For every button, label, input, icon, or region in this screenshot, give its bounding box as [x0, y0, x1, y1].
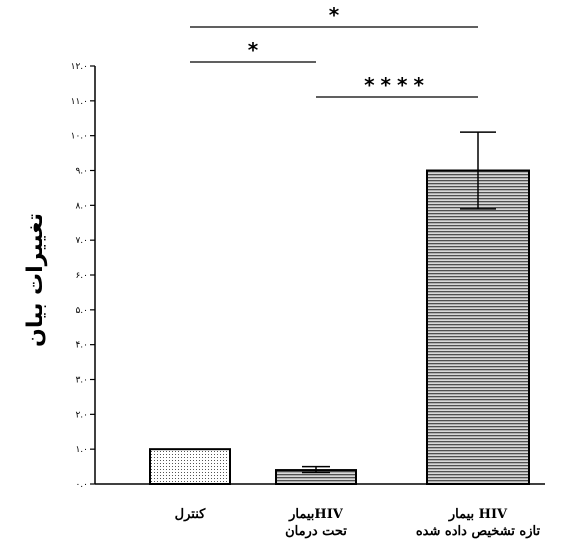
y-tick-label: ۱۱.۰: [71, 97, 88, 107]
y-tick-label: ۹.۰: [75, 167, 88, 177]
x-tick-label: بیمارHIV تحت درمان: [285, 507, 347, 539]
y-tick-label: ۶.۰: [75, 271, 88, 281]
y-axis-title: تغییرات بیان: [23, 213, 48, 347]
x-tick-label-line: کنترل: [175, 507, 206, 522]
y-tick-label: ۸.۰: [75, 201, 88, 211]
significance-marker: ****: [364, 73, 430, 97]
x-tick-label: بیمار HIV تازه تشخیص داده شده: [416, 507, 541, 539]
y-tick-label: ۷.۰: [75, 236, 88, 246]
x-tick-label-line: بیمارHIV: [288, 507, 344, 522]
y-tick-label: ۴.۰: [75, 341, 88, 351]
x-tick-label-line: تازه تشخیص داده شده: [416, 524, 541, 539]
y-tick-label: ۱۲.۰: [71, 62, 88, 72]
y-tick-label: ۳.۰: [75, 376, 88, 386]
y-tick-label: ۱.۰: [75, 445, 88, 455]
significance-marker: *: [248, 38, 259, 62]
x-tick-label-line: تحت درمان: [285, 524, 347, 539]
bar: [426, 169, 530, 485]
significance-brackets: ******: [190, 3, 478, 98]
y-tick-label: ۵.۰: [75, 306, 88, 316]
bars: [149, 131, 530, 486]
significance-marker: *: [329, 3, 340, 27]
y-tick-label: ۲.۰: [75, 410, 88, 420]
bar: [149, 448, 231, 485]
y-tick-label: ۰.۰: [75, 480, 88, 490]
x-tick-label: کنترل: [175, 507, 206, 522]
x-tick-label-line: بیمار HIV: [448, 507, 508, 522]
x-axis-labels: کنترل بیمارHIV تحت درمان بیمار HIV تازه تشخی…: [175, 507, 541, 539]
y-tick-label: ۱۰.۰: [71, 132, 88, 142]
